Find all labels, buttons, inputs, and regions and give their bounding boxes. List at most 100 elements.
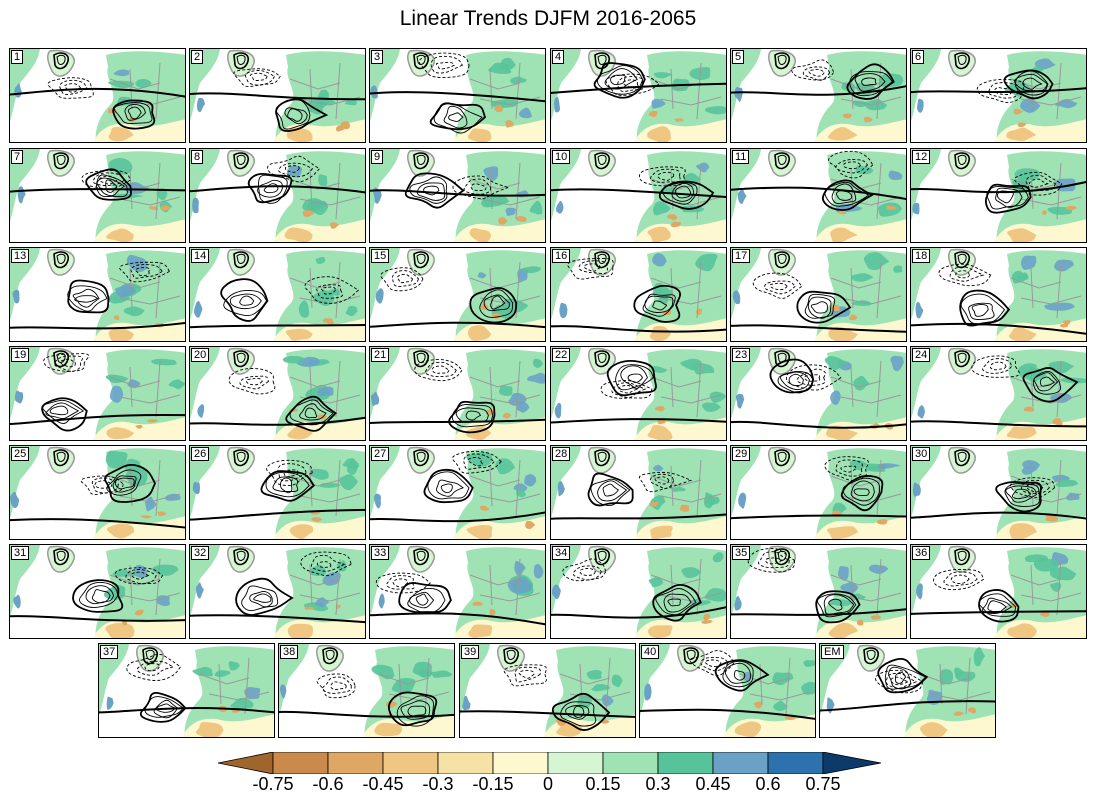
colorbar-tick-label: -0.3 (422, 774, 454, 794)
country-borders (378, 657, 450, 715)
dry-spot (703, 613, 711, 621)
trend-patch (514, 560, 526, 578)
dry-spot (842, 113, 852, 119)
solid-contour (633, 284, 682, 323)
trend-patch-west (462, 695, 471, 711)
trend-patch (651, 365, 668, 373)
panel-label: 34 (552, 546, 571, 560)
map-panel: 17 (730, 247, 907, 342)
panel-label: 31 (11, 546, 30, 560)
greenland-contour (413, 152, 430, 170)
land-east (816, 349, 906, 440)
solid-contour (1022, 367, 1079, 403)
dry-patch (1007, 228, 1037, 242)
map-panel: 36 (910, 544, 1087, 639)
solid-contour (853, 488, 870, 497)
dry-patch (650, 525, 673, 539)
zero-contour (190, 614, 365, 624)
land-west (640, 644, 670, 716)
zero-contour (190, 92, 365, 101)
panel-label: 3 (371, 50, 384, 64)
solid-contour (652, 583, 702, 622)
dry-spot (953, 711, 965, 716)
trend-patch-west (735, 393, 745, 409)
solid-contour (423, 468, 474, 504)
zero-contour (911, 87, 1086, 94)
land-west (460, 644, 490, 716)
dashed-contour (828, 150, 874, 179)
panel-map (370, 347, 545, 440)
solid-contour (804, 293, 836, 319)
trend-patch (694, 362, 715, 375)
solid-contour (483, 294, 510, 312)
panel-label: 1 (11, 50, 24, 64)
map-panel: 22 (550, 346, 727, 441)
panel-map (10, 545, 185, 638)
zero-contour (911, 511, 1086, 520)
trend-patch (611, 674, 623, 688)
solid-contour (604, 68, 638, 90)
country-borders (650, 261, 722, 319)
trend-patch-west (14, 390, 24, 404)
map-panel: 26 (189, 445, 366, 540)
zero-contour (731, 514, 906, 520)
dry-spot (311, 517, 323, 522)
solid-contour (284, 107, 308, 125)
greenland (768, 545, 796, 573)
solid-contour (828, 598, 843, 611)
map-panel: 30 (910, 445, 1087, 540)
solid-contour (663, 593, 692, 613)
trend-patch (840, 581, 859, 594)
dry-spot (670, 221, 682, 228)
solid-contour (114, 477, 135, 490)
greenland (227, 545, 255, 573)
map-panel: 1 (9, 48, 186, 143)
greenland-contour-inner (777, 253, 787, 264)
trend-patch-west (192, 481, 200, 495)
dashed-contour (835, 459, 863, 477)
panel-label: 33 (371, 546, 390, 560)
dashed-contour (843, 161, 862, 170)
colorbar-segment (437, 752, 494, 774)
panel-label: 2 (191, 50, 204, 64)
land-west (190, 347, 220, 419)
dashed-contour (278, 162, 314, 178)
trend-patch (412, 661, 432, 678)
dry-spot (304, 606, 315, 610)
trend-patch-west (370, 391, 380, 407)
panel-label: 25 (11, 447, 30, 461)
dashed-contour (330, 681, 347, 690)
panel-label: 14 (191, 249, 210, 263)
greenland-contour-inner (236, 352, 246, 363)
solid-contour (220, 278, 269, 322)
land-west (820, 644, 850, 716)
solid-contour (72, 579, 124, 613)
map-panel: 21 (369, 346, 546, 441)
land-west (911, 545, 941, 617)
dry-spot (967, 707, 977, 714)
trend-patch-west (559, 302, 568, 319)
dashed-contour (758, 551, 790, 569)
zero-contour (551, 82, 726, 94)
trend-patch (135, 78, 152, 88)
trend-patch (517, 268, 529, 283)
country-borders (650, 459, 722, 517)
country-borders (1010, 261, 1082, 319)
trend-patch (862, 98, 888, 111)
dry-spot (113, 315, 120, 321)
land-west (370, 49, 400, 121)
trend-patch (651, 98, 666, 109)
trend-patch (893, 265, 903, 273)
greenland-contour-inner (56, 253, 66, 264)
dashed-contour (618, 384, 639, 394)
zero-contour (551, 325, 726, 333)
dry-patch (467, 128, 492, 142)
dashed-contour (1010, 477, 1055, 498)
zero-contour (731, 324, 906, 333)
map-panel: 28 (550, 445, 727, 540)
dry-patch (828, 326, 858, 341)
dashed-contour (791, 59, 835, 81)
trend-patch (849, 460, 868, 471)
zero-contour (820, 700, 995, 712)
greenland-contour-inner (597, 352, 607, 363)
